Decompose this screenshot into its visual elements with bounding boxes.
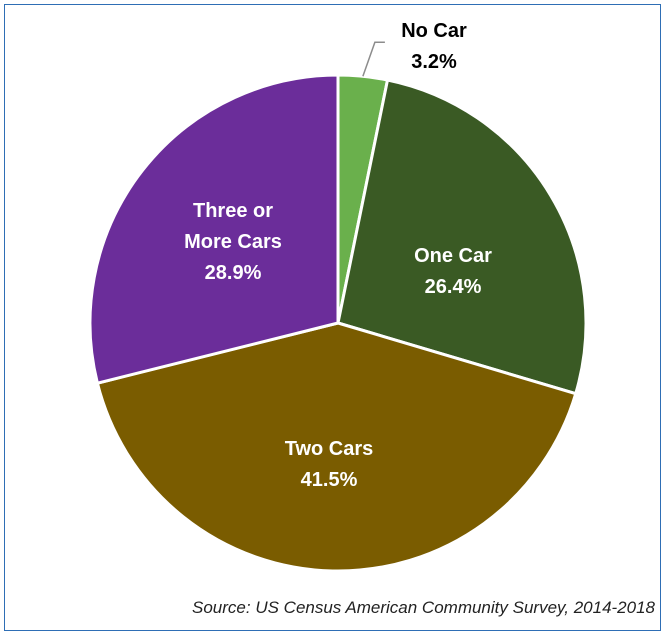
slice-value-label-1: 26.4%: [425, 276, 482, 298]
pie-slice-3: [88, 73, 340, 385]
slice-label-0: No Car: [401, 20, 467, 42]
slice-label-2: Two Cars: [285, 438, 374, 460]
pie-slice-2: [95, 321, 578, 573]
slice-value-label-0: 3.2%: [411, 51, 457, 73]
slice-value-label-3: 28.9%: [205, 262, 262, 284]
leader-line-0: [362, 41, 385, 77]
pie-slice-1: [336, 78, 588, 396]
slice-label-1: One Car: [414, 245, 492, 267]
source-note: Source: US Census American Community Sur…: [192, 598, 655, 617]
slice-value-label-2: 41.5%: [301, 469, 358, 491]
slice-label-3: More Cars: [184, 231, 282, 253]
slice-label-3: Three or: [193, 200, 273, 222]
